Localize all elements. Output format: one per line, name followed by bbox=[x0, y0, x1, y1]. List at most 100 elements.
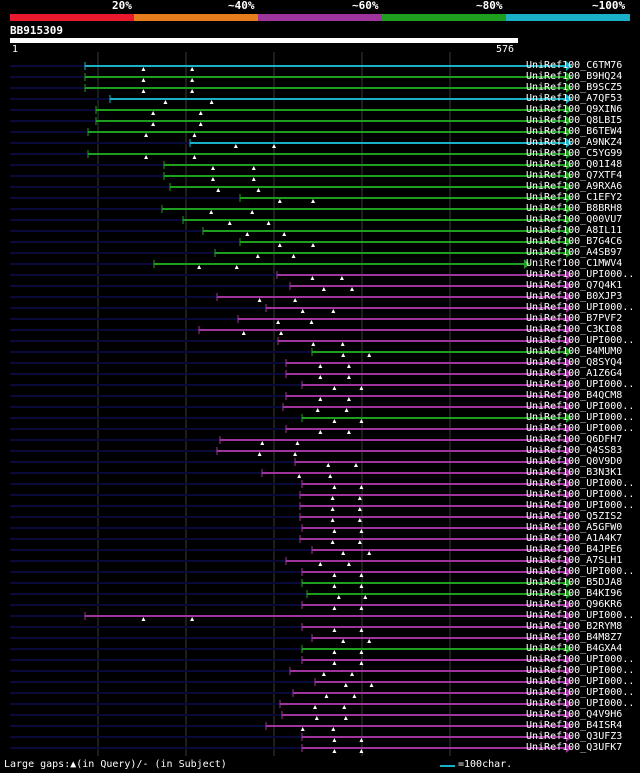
hit-label[interactable]: UniRef100_B3N3K1 bbox=[526, 467, 623, 478]
hit-arrow bbox=[566, 303, 572, 313]
hit-label[interactable]: UniRef100_B8BRH8 bbox=[526, 203, 623, 214]
hit-arrow bbox=[566, 94, 572, 104]
hit-label[interactable]: UniRef100_C6TM76 bbox=[526, 60, 623, 71]
hit-label[interactable]: UniRef100_C1MWV4 bbox=[526, 258, 623, 269]
hit-label[interactable]: UniRef100_B4QCM8 bbox=[526, 390, 623, 401]
hit-label[interactable]: UniRef100_A1Z6G4 bbox=[526, 368, 623, 379]
hit-label[interactable]: UniRef100_UPI000.. bbox=[526, 379, 635, 390]
hit-arrow bbox=[566, 193, 572, 203]
hit-arrow bbox=[566, 248, 572, 258]
query-gap-marker bbox=[144, 155, 149, 159]
hit-label[interactable]: UniRef100_UPI000.. bbox=[526, 412, 635, 423]
hit-label[interactable]: UniRef100_UPI000.. bbox=[526, 687, 635, 698]
hit-label[interactable]: UniRef100_B5DJA8 bbox=[526, 577, 623, 588]
hit-label[interactable]: UniRef100_Q9XIN6 bbox=[526, 104, 623, 115]
hit-label[interactable]: UniRef100_B7PVF2 bbox=[526, 313, 623, 324]
hit-label[interactable]: UniRef100_B0XJP3 bbox=[526, 291, 623, 302]
hit-label[interactable]: UniRef100_A8IL11 bbox=[526, 225, 623, 236]
hit-label[interactable]: UniRef100_Q5ZIS2 bbox=[526, 511, 623, 522]
hit-label[interactable]: UniRef100_A1A4K7 bbox=[526, 533, 623, 544]
percent-label-80: ~80% bbox=[476, 0, 503, 12]
hit-arrow bbox=[524, 259, 530, 269]
hit-label[interactable]: UniRef100_UPI000.. bbox=[526, 335, 635, 346]
query-gap-marker bbox=[251, 166, 256, 170]
hit-label[interactable]: UniRef100_A7SLH1 bbox=[526, 555, 623, 566]
hit-arrow bbox=[566, 655, 572, 665]
hit-label[interactable]: UniRef100_C1EFY2 bbox=[526, 192, 623, 203]
query-gap-marker bbox=[192, 155, 197, 159]
hit-label[interactable]: UniRef100_UPI000.. bbox=[526, 665, 635, 676]
hit-label[interactable]: UniRef100_B9SCZ5 bbox=[526, 82, 623, 93]
hit-label[interactable]: UniRef100_C3KI08 bbox=[526, 324, 623, 335]
hit-label[interactable]: UniRef100_Q3UFZ3 bbox=[526, 731, 623, 742]
hit-label[interactable]: UniRef100_UPI000.. bbox=[526, 489, 635, 500]
hit-arrow bbox=[566, 600, 572, 610]
hit-label[interactable]: UniRef100_Q01I48 bbox=[526, 159, 623, 170]
hit-label[interactable]: UniRef100_B4M8Z7 bbox=[526, 632, 623, 643]
hit-label[interactable]: UniRef100_Q4SS83 bbox=[526, 445, 623, 456]
hit-label[interactable]: UniRef100_UPI000.. bbox=[526, 500, 635, 511]
query-gap-marker bbox=[282, 232, 287, 236]
hit-label[interactable]: UniRef100_A4SB97 bbox=[526, 247, 623, 258]
hit-label[interactable]: UniRef100_B4ISR4 bbox=[526, 720, 623, 731]
query-gap-marker bbox=[209, 210, 214, 214]
query-gap-marker bbox=[190, 78, 195, 82]
hit-arrow bbox=[566, 677, 572, 687]
hit-label[interactable]: UniRef100_UPI000.. bbox=[526, 302, 635, 313]
hit-arrow bbox=[566, 380, 572, 390]
hit-label[interactable]: UniRef100_Q96KR6 bbox=[526, 599, 623, 610]
query-gap-marker bbox=[151, 122, 156, 126]
hit-label[interactable]: UniRef100_B4JPE6 bbox=[526, 544, 623, 555]
hit-label[interactable]: UniRef100_B6TEW4 bbox=[526, 126, 623, 137]
query-gap-marker bbox=[332, 738, 337, 742]
hit-label[interactable]: UniRef100_Q7XTF4 bbox=[526, 170, 623, 181]
hit-label[interactable]: UniRef100_Q7Q4K1 bbox=[526, 280, 623, 291]
hit-label[interactable]: UniRef100_Q4V9H6 bbox=[526, 709, 623, 720]
hit-label[interactable]: UniRef100_Q3UFK7 bbox=[526, 742, 623, 753]
hit-label[interactable]: UniRef100_UPI000.. bbox=[526, 423, 635, 434]
scale-start: 1 bbox=[12, 44, 19, 55]
hit-label[interactable]: UniRef100_A5GFW0 bbox=[526, 522, 623, 533]
query-gap-marker bbox=[330, 496, 335, 500]
hit-label[interactable]: UniRef100_A9RXA6 bbox=[526, 181, 623, 192]
hit-label[interactable]: UniRef100_B4GXA4 bbox=[526, 643, 623, 654]
hit-label[interactable]: UniRef100_Q0V9D0 bbox=[526, 456, 623, 467]
query-gap-marker bbox=[332, 628, 337, 632]
percent-label-60: ~60% bbox=[352, 0, 379, 12]
query-gap-marker bbox=[359, 573, 364, 577]
query-gap-marker bbox=[311, 199, 316, 203]
hit-label[interactable]: UniRef100_B7G4C6 bbox=[526, 236, 623, 247]
hit-label[interactable]: UniRef100_UPI000.. bbox=[526, 654, 635, 665]
hit-arrow bbox=[566, 325, 572, 335]
hit-label[interactable]: UniRef100_UPI000.. bbox=[526, 269, 635, 280]
query-gap-marker bbox=[141, 617, 146, 621]
hit-label[interactable]: UniRef100_Q6DFH7 bbox=[526, 434, 623, 445]
hit-label[interactable]: UniRef100_A9NKZ4 bbox=[526, 137, 623, 148]
query-gap-marker bbox=[141, 67, 146, 71]
hit-label[interactable]: UniRef100_UPI000.. bbox=[526, 478, 635, 489]
color-band-purple bbox=[258, 14, 382, 21]
query-gap-marker bbox=[276, 320, 281, 324]
hit-label[interactable]: UniRef100_Q8SYQ4 bbox=[526, 357, 623, 368]
query-gap-marker bbox=[190, 617, 195, 621]
hit-label[interactable]: UniRef100_Q00VU7 bbox=[526, 214, 623, 225]
hit-label[interactable]: UniRef100_UPI000.. bbox=[526, 676, 635, 687]
hit-label[interactable]: UniRef100_B4KI96 bbox=[526, 588, 623, 599]
hit-label[interactable]: UniRef100_B4MUM0 bbox=[526, 346, 623, 357]
hit-label[interactable]: UniRef100_UPI000.. bbox=[526, 610, 635, 621]
query-gap-marker bbox=[314, 716, 319, 720]
hit-label[interactable]: UniRef100_UPI000.. bbox=[526, 566, 635, 577]
hit-label[interactable]: UniRef100_Q8LBI5 bbox=[526, 115, 623, 126]
hit-arrow bbox=[566, 457, 572, 467]
query-gap-marker bbox=[359, 386, 364, 390]
hit-label[interactable]: UniRef100_B2RYM8 bbox=[526, 621, 623, 632]
hit-arrow bbox=[566, 270, 572, 280]
query-gap-marker bbox=[359, 650, 364, 654]
hit-label[interactable]: UniRef100_B9HQ24 bbox=[526, 71, 623, 82]
hit-label[interactable]: UniRef100_A7QF53 bbox=[526, 93, 623, 104]
query-gap-marker bbox=[190, 67, 195, 71]
hit-label[interactable]: UniRef100_UPI000.. bbox=[526, 401, 635, 412]
hit-label[interactable]: UniRef100_C5YG99 bbox=[526, 148, 623, 159]
hit-label[interactable]: UniRef100_UPI000.. bbox=[526, 698, 635, 709]
percent-label-40: ~40% bbox=[228, 0, 255, 12]
